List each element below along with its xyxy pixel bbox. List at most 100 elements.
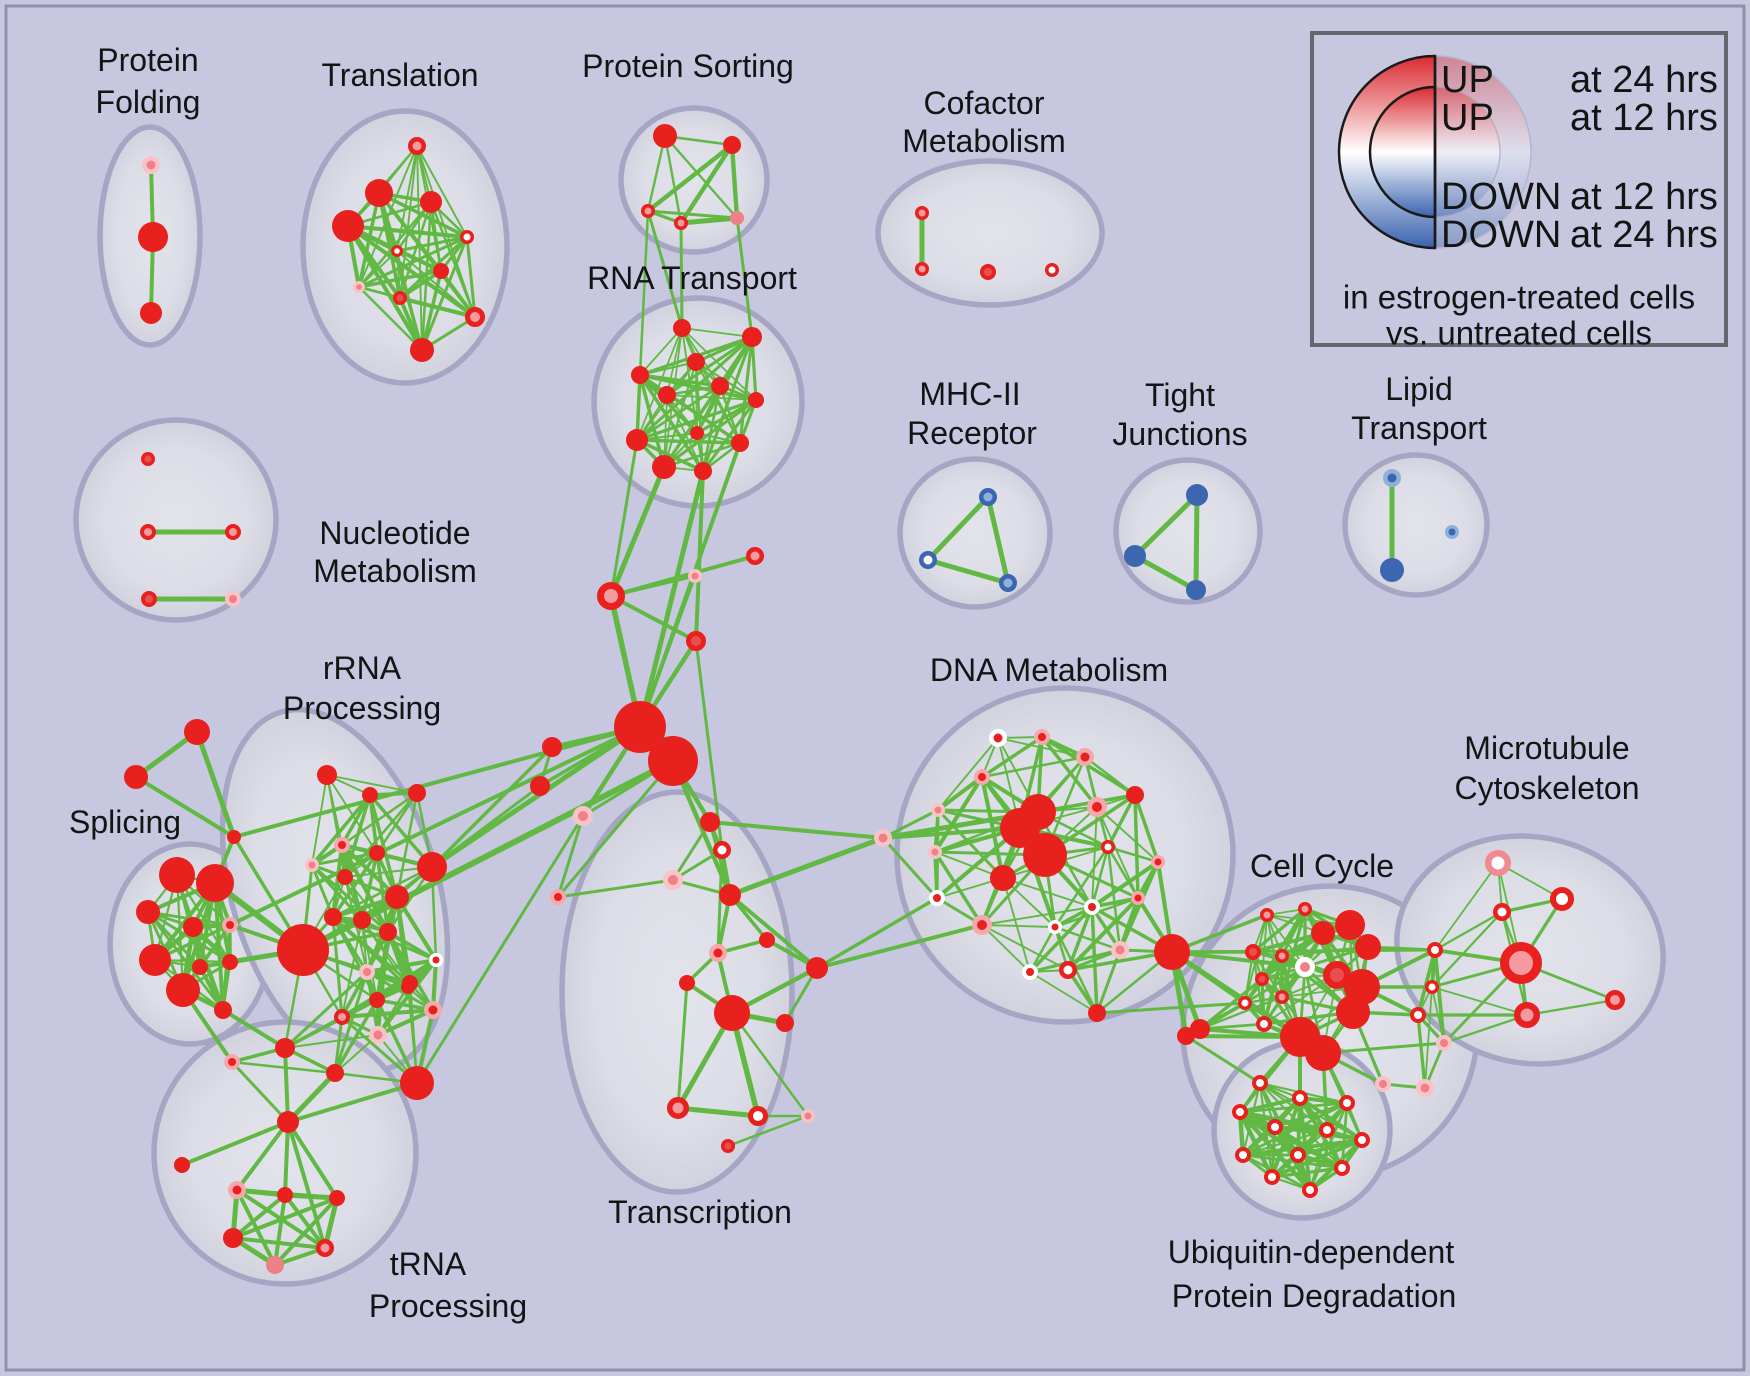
network-node[interactable] — [1126, 786, 1144, 804]
network-node[interactable] — [227, 830, 241, 844]
network-node[interactable] — [686, 631, 706, 651]
network-node[interactable] — [1514, 1002, 1540, 1028]
network-node[interactable] — [626, 429, 648, 451]
network-node[interactable] — [874, 829, 892, 847]
network-node[interactable] — [1355, 934, 1381, 960]
network-node[interactable] — [989, 729, 1007, 747]
network-node[interactable] — [972, 915, 992, 935]
network-node[interactable] — [1255, 972, 1269, 986]
network-node[interactable] — [667, 1097, 689, 1119]
network-node[interactable] — [1154, 934, 1190, 970]
network-node[interactable] — [1436, 1035, 1452, 1051]
network-node[interactable] — [385, 885, 409, 909]
network-node[interactable] — [393, 291, 407, 305]
network-node[interactable] — [359, 964, 375, 980]
network-node[interactable] — [166, 973, 200, 1007]
network-node[interactable] — [1298, 902, 1312, 916]
network-node[interactable] — [1335, 910, 1365, 940]
network-node[interactable] — [687, 353, 705, 371]
network-node[interactable] — [731, 434, 749, 452]
network-node[interactable] — [365, 179, 393, 207]
network-node[interactable] — [1493, 903, 1511, 921]
network-node[interactable] — [353, 281, 366, 294]
network-node[interactable] — [337, 869, 353, 885]
network-node[interactable] — [688, 569, 702, 583]
network-node[interactable] — [408, 784, 426, 802]
network-node[interactable] — [980, 264, 996, 280]
network-node[interactable] — [573, 806, 593, 826]
network-node[interactable] — [1252, 1075, 1268, 1091]
network-node[interactable] — [1375, 1076, 1391, 1092]
network-node[interactable] — [1305, 1035, 1341, 1071]
network-node[interactable] — [1045, 263, 1059, 277]
network-node[interactable] — [730, 211, 744, 225]
network-node[interactable] — [369, 845, 385, 861]
network-node[interactable] — [759, 932, 775, 948]
network-node[interactable] — [1059, 961, 1077, 979]
network-node[interactable] — [929, 890, 945, 906]
network-node[interactable] — [614, 701, 666, 753]
network-node[interactable] — [806, 957, 828, 979]
network-node[interactable] — [776, 1014, 794, 1032]
network-node[interactable] — [1295, 957, 1315, 977]
network-node[interactable] — [1275, 949, 1289, 963]
network-node[interactable] — [192, 959, 208, 975]
network-node[interactable] — [979, 488, 997, 506]
network-node[interactable] — [1311, 921, 1335, 945]
network-node[interactable] — [362, 787, 378, 803]
network-node[interactable] — [1323, 961, 1351, 989]
network-node[interactable] — [1292, 1090, 1308, 1106]
network-node[interactable] — [550, 889, 566, 905]
network-node[interactable] — [225, 524, 241, 540]
network-node[interactable] — [277, 1111, 299, 1133]
network-node[interactable] — [974, 769, 990, 785]
network-node[interactable] — [329, 1190, 345, 1206]
network-node[interactable] — [674, 216, 688, 230]
network-node[interactable] — [433, 263, 449, 279]
network-node[interactable] — [1023, 833, 1067, 877]
network-node[interactable] — [1186, 580, 1206, 600]
network-node[interactable] — [141, 591, 157, 607]
network-node[interactable] — [424, 1001, 442, 1019]
network-node[interactable] — [214, 1001, 232, 1019]
network-node[interactable] — [1445, 525, 1459, 539]
network-node[interactable] — [1267, 1119, 1283, 1135]
network-node[interactable] — [1186, 484, 1208, 506]
network-node[interactable] — [1238, 996, 1252, 1010]
network-node[interactable] — [317, 765, 337, 785]
network-node[interactable] — [408, 137, 426, 155]
network-node[interactable] — [326, 1064, 344, 1082]
network-node[interactable] — [801, 1109, 815, 1123]
network-node[interactable] — [223, 1228, 243, 1248]
network-node[interactable] — [183, 917, 203, 937]
network-node[interactable] — [530, 776, 550, 796]
network-node[interactable] — [999, 574, 1017, 592]
network-node[interactable] — [1088, 1004, 1106, 1022]
network-node[interactable] — [931, 803, 945, 817]
network-node[interactable] — [420, 191, 442, 213]
network-node[interactable] — [196, 864, 234, 902]
network-node[interactable] — [1101, 840, 1115, 854]
network-node[interactable] — [1245, 944, 1261, 960]
network-node[interactable] — [139, 944, 171, 976]
network-node[interactable] — [714, 995, 750, 1031]
network-node[interactable] — [1319, 1122, 1335, 1138]
network-node[interactable] — [1290, 1147, 1306, 1163]
network-node[interactable] — [648, 736, 698, 786]
network-node[interactable] — [1260, 908, 1274, 922]
network-node[interactable] — [124, 765, 148, 789]
network-node[interactable] — [417, 852, 447, 882]
network-node[interactable] — [332, 210, 364, 242]
network-node[interactable] — [653, 124, 677, 148]
network-node[interactable] — [1485, 850, 1511, 876]
network-node[interactable] — [542, 737, 562, 757]
network-node[interactable] — [465, 307, 485, 327]
network-node[interactable] — [334, 837, 350, 853]
network-node[interactable] — [369, 1026, 387, 1044]
network-node[interactable] — [1354, 1132, 1370, 1148]
network-node[interactable] — [652, 455, 676, 479]
network-node[interactable] — [142, 156, 160, 174]
network-node[interactable] — [1275, 990, 1289, 1004]
network-node[interactable] — [159, 857, 195, 893]
network-node[interactable] — [748, 392, 764, 408]
